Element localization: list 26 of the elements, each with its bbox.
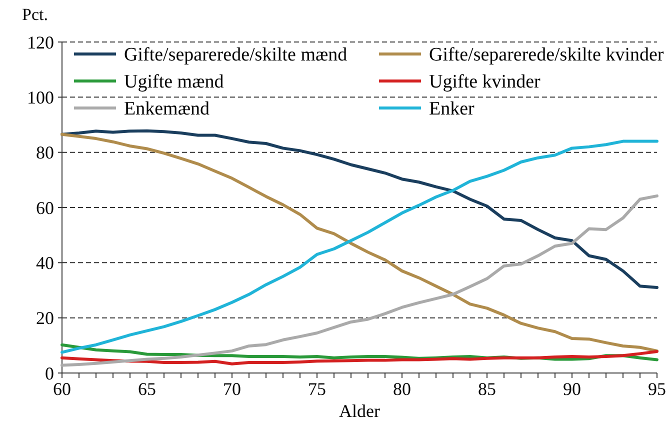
legend-label: Ugifte kvinder	[429, 72, 541, 93]
y-tick-label: 60	[36, 198, 54, 218]
legend-label: Enker	[429, 98, 476, 120]
y-tick-label: 80	[36, 142, 54, 163]
legend-label: Gifte/separerede/skilte kvinder	[429, 44, 664, 66]
x-tick-label: 85	[478, 379, 496, 399]
line-series	[60, 194, 658, 367]
x-tick-label: 60	[53, 379, 71, 399]
x-tick-label: 65	[138, 379, 156, 399]
x-tick-label: 75	[308, 379, 326, 399]
x-tick-label: 80	[393, 379, 411, 399]
legend-label: Enkemænd	[124, 98, 210, 120]
x-tick-label: 95	[648, 379, 666, 399]
line-series	[60, 129, 658, 289]
legend-label: Gifte/separerede/skilte mænd	[124, 44, 348, 66]
legend-label: Ugifte mænd	[124, 72, 224, 93]
y-axis-title: Pct.	[22, 5, 48, 24]
x-tick-label: 90	[563, 379, 581, 399]
y-tick-label: 120	[27, 32, 54, 52]
y-tick-label: 100	[27, 87, 54, 108]
line-series	[60, 350, 658, 366]
y-tick-label: 20	[36, 308, 54, 328]
x-tick-label: 70	[223, 379, 241, 399]
y-tick-label: 40	[36, 252, 54, 273]
x-axis-title: Alder	[339, 401, 380, 421]
y-tick-label: 0	[45, 363, 54, 384]
